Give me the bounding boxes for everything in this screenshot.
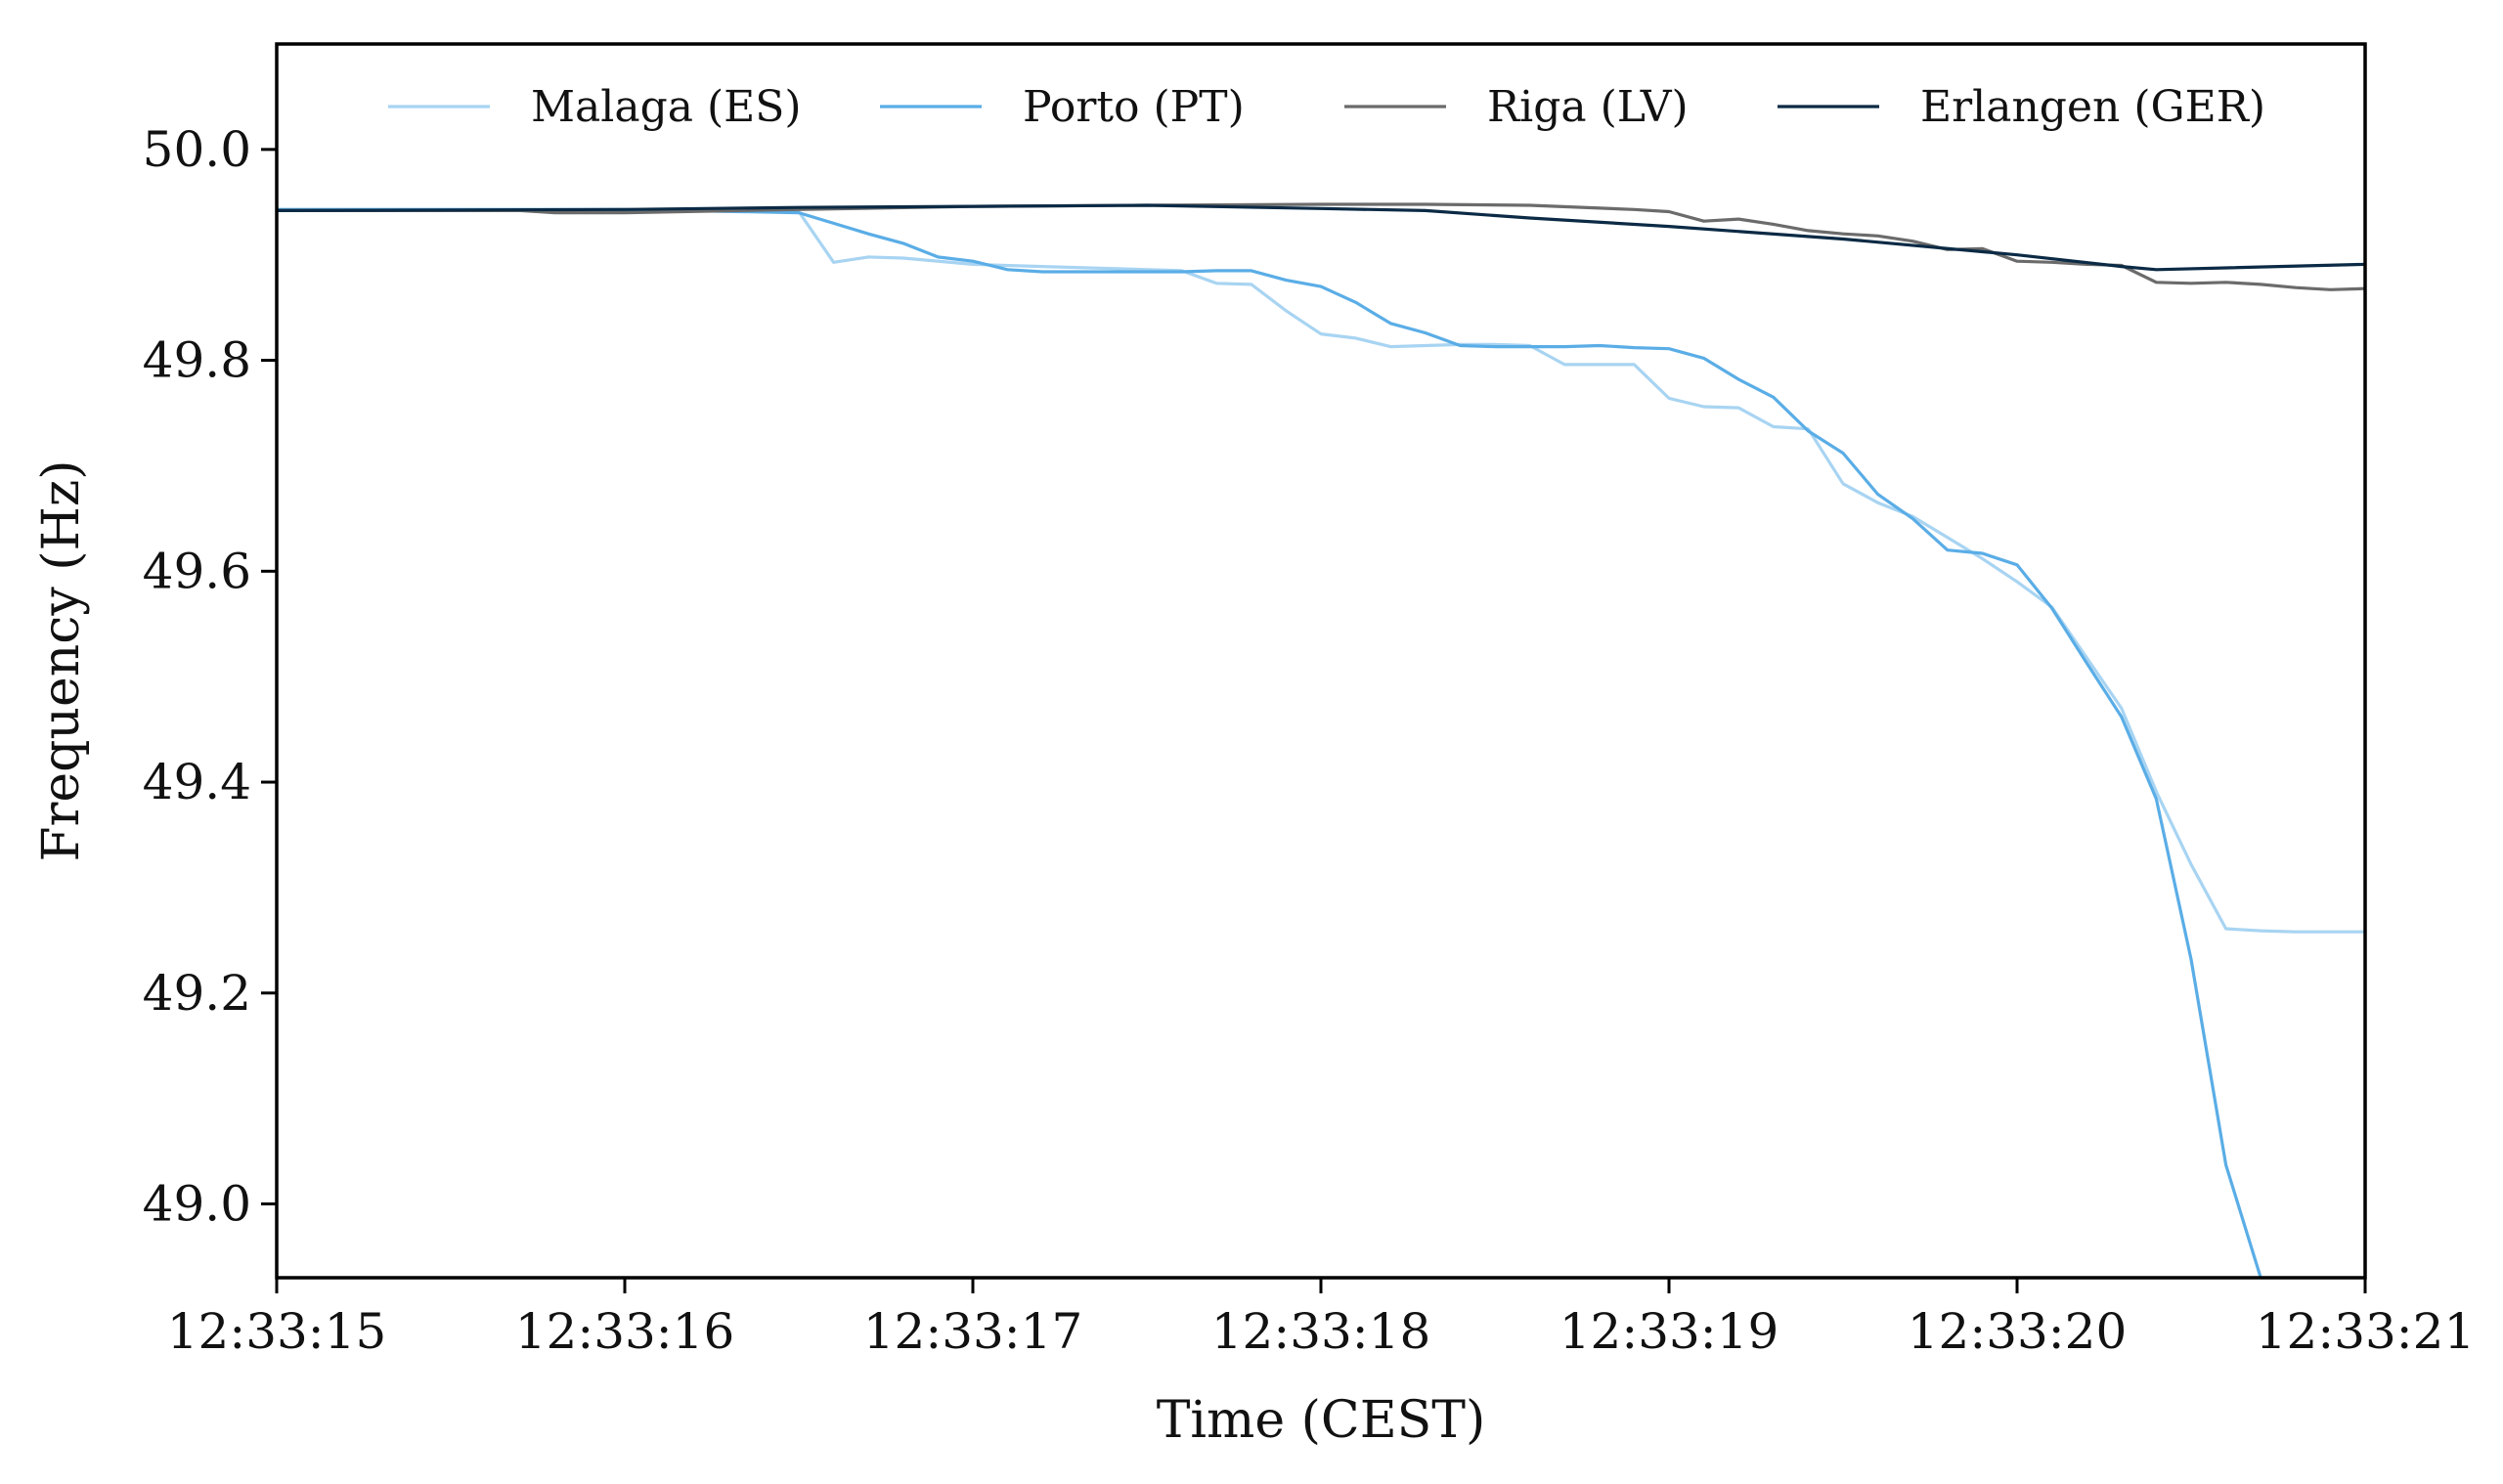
series-layer bbox=[277, 202, 2365, 1278]
series-line-0 bbox=[277, 207, 2365, 934]
x-axis-label: Time (CEST) bbox=[1157, 1391, 1486, 1450]
y-tick-label: 49.2 bbox=[143, 965, 251, 1022]
x-tick-label: 12:33:17 bbox=[863, 1303, 1083, 1360]
legend-label: Erlangen (GER) bbox=[1920, 82, 2265, 132]
x-axis-ticks: 12:33:15 12:33:16 12:33:17 12:33:18 12:33:19… bbox=[167, 1278, 2476, 1360]
series-line-1 bbox=[277, 207, 2262, 1278]
y-tick-label: 49.0 bbox=[143, 1175, 251, 1232]
x-tick-label: 12:33:21 bbox=[2256, 1303, 2476, 1360]
x-tick-label: 12:33:18 bbox=[1211, 1303, 1431, 1360]
plot-frame bbox=[275, 42, 2367, 1280]
y-tick-label: 49.8 bbox=[143, 332, 251, 389]
y-tick-label: 50.0 bbox=[143, 121, 251, 178]
x-tick-label: 12:33:16 bbox=[515, 1303, 735, 1360]
y-tick-label: 49.6 bbox=[143, 543, 251, 599]
legend-label: Malaga (ES) bbox=[531, 82, 802, 132]
y-axis-ticks: 49.0 49.2 49.4 49.6 49.8 50.0 bbox=[143, 121, 277, 1232]
legend: Malaga (ES) Porto (PT) Riga (LV) Erlangen (… bbox=[388, 82, 2265, 132]
x-tick-label: 12:33:19 bbox=[1559, 1303, 1779, 1360]
series-line-2 bbox=[277, 202, 2365, 291]
x-tick-label: 12:33:15 bbox=[167, 1303, 387, 1360]
legend-label: Riga (LV) bbox=[1487, 82, 1689, 132]
series-line-3 bbox=[277, 203, 2365, 272]
y-tick-label: 49.4 bbox=[143, 754, 251, 810]
x-tick-label: 12:33:20 bbox=[1908, 1303, 2128, 1360]
legend-label: Porto (PT) bbox=[1023, 82, 1245, 132]
y-axis-label: Frequency (Hz) bbox=[32, 459, 91, 861]
